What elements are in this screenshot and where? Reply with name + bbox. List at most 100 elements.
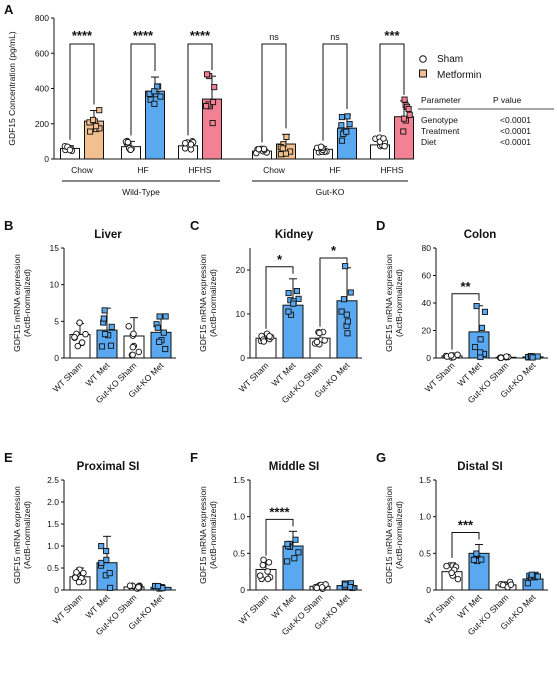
panel-f-title: Middle SI xyxy=(269,461,319,473)
metformin-2-point xyxy=(211,84,218,91)
panel-b-bar-3-point xyxy=(162,346,169,353)
panel-c-bar-3-point xyxy=(347,289,354,296)
panel-f-bar-2-point xyxy=(318,584,326,591)
panel-c-bar-1-point xyxy=(293,288,300,295)
panel-e-bar-1-point xyxy=(106,570,113,577)
panel-g-chart: G Distal SI 0 0.5 1.0 1.5 GDF15 mRNA expressio… xyxy=(376,450,548,637)
metformin-2-point xyxy=(203,103,210,110)
panel-d-category-label: WT Sham xyxy=(423,360,457,394)
panel-d-y-tick-label: 40 xyxy=(422,298,432,308)
pvalue-row-diet-label: Diet xyxy=(421,137,437,147)
panel-b-bar-0-point xyxy=(71,333,78,341)
panel-e-chart: E Proximal SI 0 0.5 1.0 1.5 2.0 2.5 GDF15 mRNA e… xyxy=(4,450,176,637)
panel-c-chart: C Kidney 0 10 20 GDF15 mRNA expression(ActB-n… xyxy=(190,218,362,405)
panel-d-letter: D xyxy=(376,218,385,233)
panel-b-bar-2-point xyxy=(125,323,132,330)
sham-0-point xyxy=(66,146,74,154)
pvalue-row-genotype-value: <0.0001 xyxy=(500,115,531,125)
significance-label-0: **** xyxy=(72,28,93,43)
panel-e-y-tick-label: 2.5 xyxy=(47,475,59,485)
panel-a-category-label: HFHS xyxy=(188,165,211,175)
panel-f-bar-0-point xyxy=(260,556,267,564)
panel-d-y-tick-label: 0 xyxy=(426,353,431,363)
panel-e-bar-1-point xyxy=(98,543,105,550)
metformin-4-point xyxy=(343,128,350,135)
panel-d-bar-2-point xyxy=(497,354,505,362)
panel-b-bar-0-point xyxy=(78,339,86,346)
panel-d-bar-2-point xyxy=(503,353,510,360)
panel-g-bar-1-point xyxy=(473,550,480,557)
panel-f-y-tick-label: 1.5 xyxy=(233,475,245,485)
metformin-0-point xyxy=(93,123,100,130)
panel-b-bar-1-point xyxy=(100,315,107,322)
panel-d-bar-3-point xyxy=(529,354,536,361)
panel-b-letter: B xyxy=(4,218,13,233)
panel-b-bar-3-point xyxy=(162,313,169,320)
significance-bracket-3 xyxy=(261,43,287,143)
panel-d-y-tick-label: 80 xyxy=(422,243,432,253)
panel-d-bar-1-point xyxy=(471,343,479,351)
panel-b-bar-2-point xyxy=(129,343,137,351)
panel-f-bar-0-point xyxy=(264,568,271,575)
panel-f-letter: F xyxy=(190,450,198,465)
panel-b-bar-3-point xyxy=(154,324,161,331)
pvalue-header-parameter: Parameter xyxy=(421,95,461,105)
panel-c-bar-3-point xyxy=(344,330,351,337)
legend-metformin-label: Metformin xyxy=(437,70,481,81)
panel-c-y-label: GDF15 mRNA expression(ActB-normalized) xyxy=(198,254,218,352)
panel-g-letter: G xyxy=(376,450,386,465)
metformin-3-point xyxy=(283,133,290,141)
panel-a-category-label: HF xyxy=(329,165,340,175)
panel-g-y-tick-label: 1.5 xyxy=(419,475,431,485)
metformin-1-point xyxy=(157,93,164,100)
significance-label-2: **** xyxy=(190,28,211,43)
panel-f-bar-1-point xyxy=(295,549,302,556)
metformin-2-point xyxy=(209,98,217,106)
panel-b-bar-0-point xyxy=(82,330,89,338)
panel-f-bar-1-point xyxy=(284,558,291,565)
metformin-5-point xyxy=(400,115,408,122)
panel-e-y-tick-label: 1.5 xyxy=(47,519,59,529)
panel-e-bar-0-point xyxy=(80,569,87,577)
panel-a-y-tick-label: 800 xyxy=(35,13,49,23)
metformin-1-point xyxy=(151,88,158,95)
metformin-4-point xyxy=(346,121,353,128)
panel-b-bar-0-point xyxy=(74,342,82,350)
panel-d-significance-label-0: ** xyxy=(460,279,471,294)
panel-d-bar-3-point xyxy=(534,353,541,360)
panel-c-bar-0-point xyxy=(266,332,273,340)
panel-c-bar-3-point xyxy=(343,311,350,318)
sham-4-point xyxy=(317,143,325,151)
panel-d-bar-1-point xyxy=(477,336,484,343)
panel-g-y-tick-label: 0 xyxy=(426,585,431,595)
panel-e-bar-0-point xyxy=(71,574,79,581)
panel-b-bar-0-point xyxy=(76,319,83,326)
panel-e-y-tick-label: 0 xyxy=(54,585,59,595)
panel-g-bar-0-point xyxy=(448,569,455,577)
panel-c-bar-3-point xyxy=(340,296,347,303)
panel-b-y-tick-label: 0 xyxy=(54,353,59,363)
legend: Sham Metformin xyxy=(419,54,481,81)
panel-f-chart: F Middle SI 0 0.5 1.0 1.5 GDF15 mRNA expressio… xyxy=(190,450,362,637)
metformin-5-point xyxy=(401,96,408,103)
panel-e-y-label: GDF15 mRNA expression(ActB-normalized) xyxy=(12,486,32,584)
panel-c-bar-1-point xyxy=(290,300,297,307)
panel-e-bar-1-point xyxy=(98,559,105,566)
panel-a-y-tick-label: 0 xyxy=(44,154,49,164)
panel-b-y-tick-label: 15 xyxy=(50,243,60,253)
panel-g-y-label: GDF15 mRNA expression(ActB-normalized) xyxy=(384,486,404,584)
panel-a-category-label: Chow xyxy=(263,165,286,175)
metformin-1-point xyxy=(147,96,154,103)
panel-b-category-label: WT Sham xyxy=(51,360,85,394)
sham-5-point xyxy=(381,142,388,150)
panel-e-bar-2-point xyxy=(126,582,134,590)
legend-sham-marker xyxy=(419,55,427,63)
significance-bracket-4 xyxy=(322,43,348,141)
panel-f-bar-0-point xyxy=(259,561,267,569)
panel-b-chart: B Liver 0 5 10 15 GDF15 mRNA expression(ActB-n… xyxy=(4,218,176,405)
panel-b-bar-3 xyxy=(150,331,172,359)
metformin-2-point xyxy=(204,71,211,78)
panel-f-y-tick-label: 1.0 xyxy=(233,512,245,522)
panel-c-letter: C xyxy=(190,218,200,233)
panel-c-bar-2-point xyxy=(321,337,328,344)
